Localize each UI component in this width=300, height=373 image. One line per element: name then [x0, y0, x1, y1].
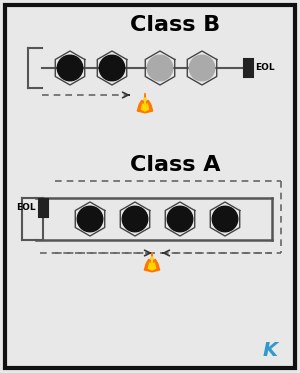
Polygon shape [97, 51, 127, 85]
Polygon shape [55, 51, 85, 85]
Polygon shape [75, 202, 105, 236]
Circle shape [147, 55, 173, 81]
Circle shape [167, 206, 193, 232]
Circle shape [189, 55, 215, 81]
Text: K: K [262, 342, 278, 360]
Circle shape [77, 206, 103, 232]
Text: Class A: Class A [130, 155, 220, 175]
Circle shape [57, 55, 83, 81]
Polygon shape [187, 51, 217, 85]
Text: EOL: EOL [16, 204, 35, 213]
Polygon shape [210, 202, 240, 236]
Text: EOL: EOL [256, 63, 275, 72]
Circle shape [99, 55, 125, 81]
Circle shape [212, 206, 238, 232]
Polygon shape [144, 252, 160, 272]
Polygon shape [137, 93, 153, 113]
Polygon shape [145, 51, 175, 85]
Polygon shape [148, 257, 156, 270]
Bar [38, 199, 47, 217]
Polygon shape [120, 202, 150, 236]
Text: Class B: Class B [130, 15, 220, 35]
Polygon shape [165, 202, 195, 236]
Polygon shape [141, 97, 148, 111]
Bar [244, 59, 253, 77]
Circle shape [122, 206, 148, 232]
